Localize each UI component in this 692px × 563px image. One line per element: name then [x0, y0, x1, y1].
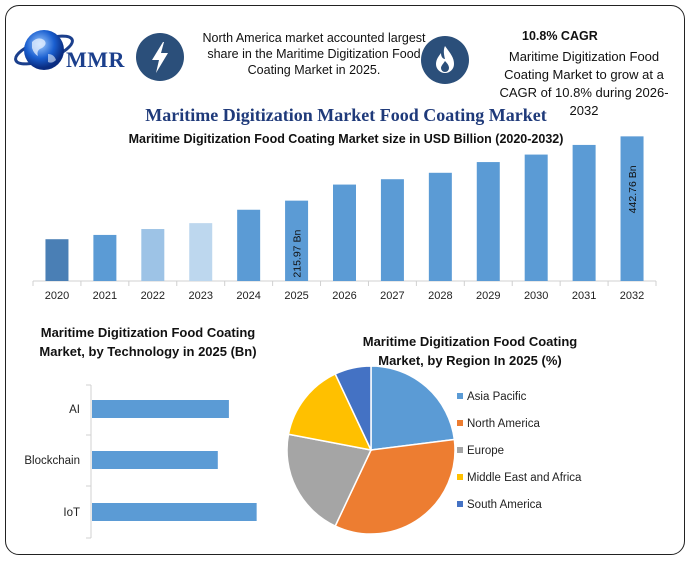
bar-2028	[428, 172, 452, 281]
bar-2031	[572, 144, 596, 281]
north-america-note: North America market accounted largest s…	[202, 31, 426, 77]
bar-2021	[93, 234, 117, 281]
technology-chart-title: Maritime Digitization Food Coating Marke…	[39, 325, 257, 359]
legend-swatch	[457, 501, 463, 507]
x-tick-label: 2024	[236, 290, 260, 302]
cagr-title: 10.8% CAGR	[522, 29, 598, 43]
pie-slice-middle-east-and-africa	[287, 372, 373, 452]
legend-swatch	[457, 420, 463, 426]
y-tick-label: AI	[69, 404, 80, 416]
y-tick-label: Blockchain	[24, 455, 80, 467]
legend-label: Asia Pacific	[467, 391, 527, 403]
x-tick-label: 2026	[332, 290, 356, 302]
legend-label: South America	[467, 499, 542, 511]
data-label: 215.97 Bn	[292, 230, 304, 278]
flame-icon	[421, 36, 469, 84]
pie-slice-asia-pacific	[370, 365, 456, 451]
x-tick-label: 2030	[524, 290, 548, 302]
globe-icon	[14, 30, 74, 70]
main-title: Maritime Digitization Market Food Coatin…	[145, 105, 547, 125]
bar-2022	[141, 229, 165, 281]
bar-2020	[45, 239, 69, 281]
x-tick-label: 2025	[284, 290, 308, 302]
infographic-frame	[5, 5, 685, 555]
x-tick-label: 2032	[620, 290, 644, 302]
x-tick-label: 2031	[572, 290, 596, 302]
region-chart-title: Maritime Digitization Food Coating Marke…	[362, 334, 578, 368]
bar-2030	[524, 154, 548, 281]
x-tick-label: 2029	[476, 290, 500, 302]
legend-swatch	[457, 447, 463, 453]
bar-blockchain	[92, 451, 218, 469]
legend-swatch	[457, 474, 463, 480]
bar-2032	[620, 136, 644, 281]
bar-ai	[92, 400, 229, 418]
bar-2029	[476, 162, 500, 281]
pie-slice-europe	[286, 433, 373, 528]
logo-text: MMR	[66, 47, 125, 72]
bar-chart-title: Maritime Digitization Food Coating Marke…	[128, 132, 564, 146]
bar-2026	[333, 184, 356, 281]
cagr-description: Maritime Digitization Food Coating Marke…	[499, 49, 669, 118]
legend-label: Europe	[467, 445, 504, 457]
bar-2024	[237, 209, 261, 281]
x-tick-label: 2027	[380, 290, 404, 302]
data-label: 442.76 Bn	[627, 165, 639, 213]
x-tick-label: 2021	[93, 290, 117, 302]
pie-slice-south-america	[334, 365, 372, 451]
lightning-bolt-icon	[136, 33, 184, 81]
x-tick-label: 2022	[141, 290, 165, 302]
x-tick-label: 2028	[428, 290, 452, 302]
bar-2025	[285, 200, 309, 281]
x-tick-label: 2023	[188, 290, 212, 302]
y-tick-label: IoT	[63, 507, 80, 519]
bar-2027	[380, 179, 404, 281]
x-tick-label: 2020	[45, 290, 69, 302]
legend-label: North America	[467, 418, 540, 430]
bar-2023	[189, 223, 213, 281]
bar-iot	[92, 503, 257, 521]
legend-swatch	[457, 393, 463, 399]
legend-label: Middle East and Africa	[467, 472, 582, 484]
